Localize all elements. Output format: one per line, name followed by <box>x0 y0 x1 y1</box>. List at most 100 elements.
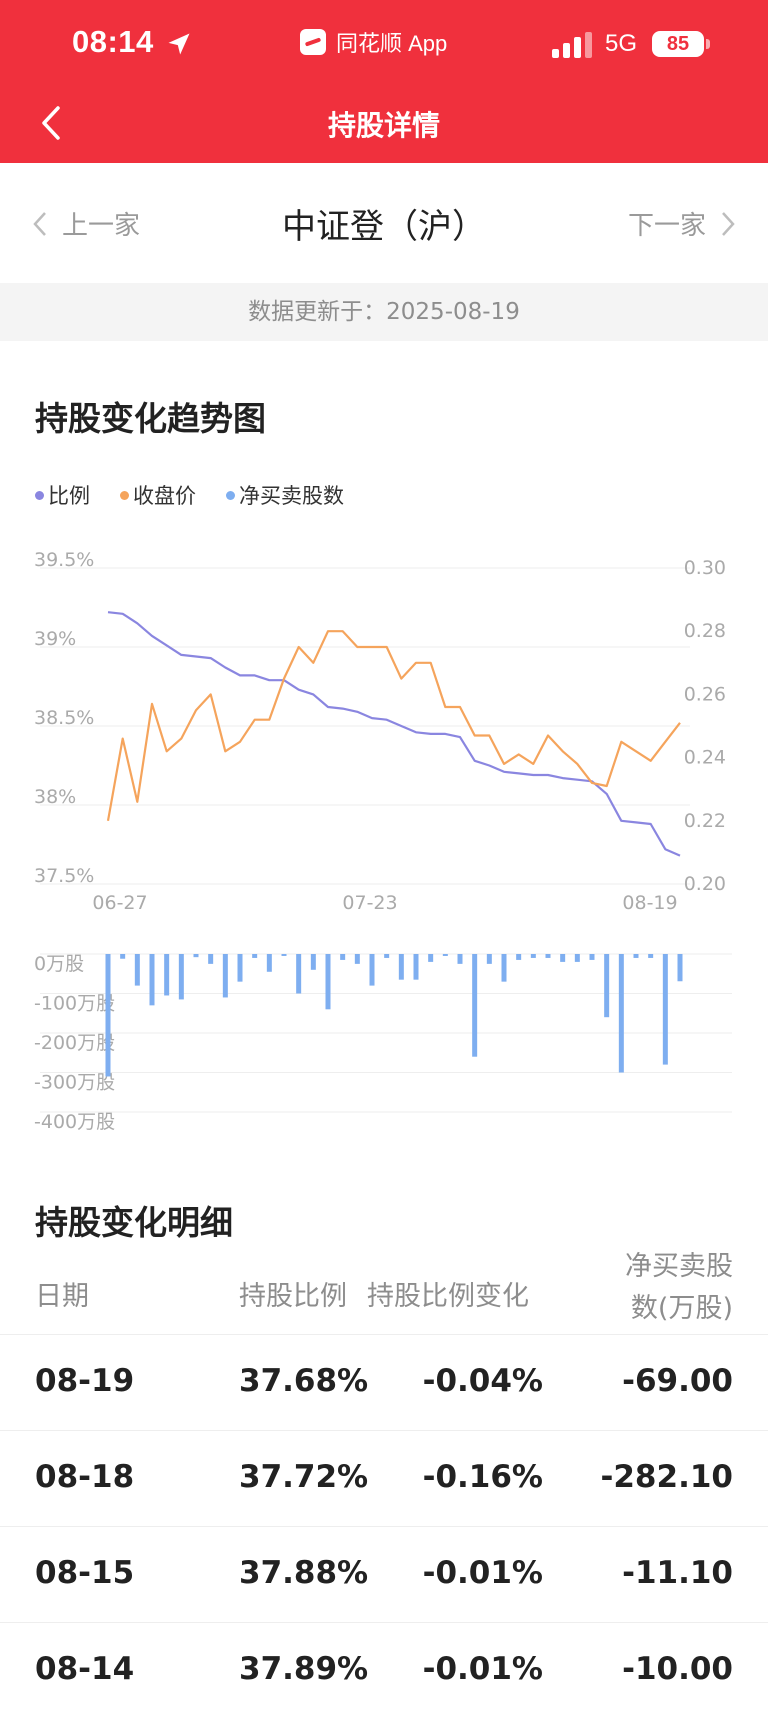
network-label: 5G <box>605 30 638 57</box>
battery-icon: 85 <box>652 31 704 57</box>
y-right-tick-label: 0.22 <box>684 810 726 832</box>
net-trade-bar <box>457 954 463 964</box>
y-left-tick-label: 37.5% <box>34 865 94 887</box>
row-net: -69.00 <box>622 1363 733 1399</box>
next-entity-label: 下一家 <box>627 211 706 241</box>
row-date: 08-19 <box>35 1363 135 1399</box>
net-trade-bar <box>105 954 111 1077</box>
net-trade-bar <box>193 954 199 958</box>
holding-detail-table: 日期 持股比例 持股比例变化 净买卖股 数(万股) 08-19 37.68% -… <box>0 1236 768 1687</box>
net-trade-bar <box>677 954 683 982</box>
net-trade-bar <box>574 954 580 962</box>
net-trade-bar <box>442 954 448 956</box>
bar-y-tick-label: -200万股 <box>34 1032 115 1054</box>
header-net: 净买卖股 数(万股) <box>573 1246 733 1330</box>
net-trade-bar <box>120 954 126 959</box>
net-trade-bar <box>501 954 507 982</box>
row-change: -0.01% <box>422 1555 543 1591</box>
entity-title: 中证登（沪） <box>282 207 486 247</box>
bar-y-tick-label: 0万股 <box>34 953 84 975</box>
bar-y-tick-label: -400万股 <box>34 1111 115 1133</box>
net-trade-bar <box>413 954 419 980</box>
legend-dot-net <box>226 490 235 500</box>
x-tick-label: 07-23 <box>342 892 397 914</box>
location-arrow-icon <box>168 33 190 55</box>
top-header: 08:14 同花顺 App 5G 85 持股详情 <box>0 0 768 163</box>
net-trade-bar <box>633 954 639 958</box>
header-ratio: 持股比例 <box>239 1281 347 1312</box>
page-title: 持股详情 <box>327 109 440 142</box>
chart-legend: 比例 收盘价 净买卖股数 <box>35 480 374 510</box>
ratio-series-line <box>107 611 681 857</box>
legend-item-close[interactable]: 收盘价 <box>120 480 196 510</box>
net-trade-bar <box>266 954 272 972</box>
prev-entity-label: 上一家 <box>62 211 141 241</box>
row-ratio: 37.72% <box>239 1459 369 1495</box>
y-left-tick-label: 39.5% <box>34 549 94 571</box>
chevron-right-icon <box>722 211 735 236</box>
net-trade-bar <box>589 954 595 960</box>
app-logo-icon <box>300 29 326 55</box>
net-trade-bar <box>648 954 654 958</box>
close-price-series-line <box>106 630 681 821</box>
net-trade-bar <box>530 954 536 958</box>
header-net-line2: 数(万股) <box>630 1293 733 1324</box>
net-trade-bar <box>178 954 184 1000</box>
net-trade-bar <box>560 954 566 962</box>
row-change: -0.01% <box>422 1651 543 1687</box>
signal-icon <box>552 32 592 58</box>
net-trade-bar <box>340 954 346 960</box>
legend-item-ratio[interactable]: 比例 <box>35 480 90 510</box>
legend-item-net[interactable]: 净买卖股数 <box>226 480 344 510</box>
detail-section-title: 持股变化明细 <box>35 1203 233 1242</box>
y-right-tick-label: 0.20 <box>684 873 726 895</box>
table-row[interactable]: 08-14 37.89% -0.01% -10.00 <box>0 1622 768 1719</box>
bar-y-tick-label: -300万股 <box>34 1072 115 1094</box>
y-right-tick-label: 0.28 <box>684 620 726 642</box>
next-entity-button[interactable]: 下一家 <box>628 205 736 242</box>
net-trade-bar <box>325 954 331 1010</box>
net-trade-bar <box>486 954 492 964</box>
legend-dot-ratio <box>35 490 44 500</box>
row-net: -10.00 <box>622 1651 733 1687</box>
chevron-left-icon <box>33 211 46 236</box>
row-ratio: 37.88% <box>239 1555 369 1591</box>
header-change: 持股比例变化 <box>367 1281 529 1312</box>
app-indicator[interactable]: 同花顺 App <box>300 26 447 58</box>
header-net-line1: 净买卖股 <box>625 1251 733 1282</box>
net-trade-bar <box>516 954 522 960</box>
bar-y-tick-label: -100万股 <box>34 993 115 1015</box>
net-trade-bar <box>545 954 551 958</box>
row-net: -282.10 <box>600 1459 734 1495</box>
net-trade-bar <box>164 954 170 996</box>
table-header: 日期 持股比例 持股比例变化 净买卖股 数(万股) <box>0 1236 768 1334</box>
row-date: 08-14 <box>35 1651 135 1687</box>
net-trade-bar <box>310 954 316 970</box>
table-row[interactable]: 08-15 37.88% -0.01% -11.10 <box>0 1526 768 1623</box>
net-trade-bar <box>208 954 214 964</box>
net-trade-bar <box>662 954 668 1065</box>
net-trade-bar <box>398 954 404 980</box>
status-time: 08:14 <box>72 24 154 59</box>
app-name: 同花顺 App <box>336 31 448 56</box>
y-right-tick-label: 0.30 <box>684 557 726 579</box>
table-row[interactable]: 08-19 37.68% -0.04% -69.00 <box>0 1334 768 1431</box>
back-arrow-icon[interactable] <box>34 100 74 146</box>
chart-section-title: 持股变化趋势图 <box>35 399 266 438</box>
prev-entity-button[interactable]: 上一家 <box>32 205 140 242</box>
table-row[interactable]: 08-18 37.72% -0.16% -282.10 <box>0 1430 768 1527</box>
x-tick-label: 08-19 <box>622 892 677 914</box>
data-update-bar: 数据更新于：2025-08-19 <box>0 283 768 341</box>
net-trade-bar <box>618 954 624 1073</box>
y-left-tick-label: 38.5% <box>34 707 94 729</box>
legend-label-close: 收盘价 <box>133 484 196 508</box>
legend-label-net: 净买卖股数 <box>239 484 344 508</box>
row-date: 08-18 <box>35 1459 135 1495</box>
row-date: 08-15 <box>35 1555 135 1591</box>
entity-nav: 上一家 中证登（沪） 下一家 <box>0 163 768 283</box>
holding-trend-chart[interactable]: 39.5% 39% 38.5% 38% 37.5% 0.30 0.28 0.26 0.24 0.2… <box>0 520 768 1140</box>
y-left-tick-label: 38% <box>34 786 76 808</box>
row-ratio: 37.89% <box>239 1651 369 1687</box>
row-change: -0.16% <box>422 1459 543 1495</box>
x-tick-label: 06-27 <box>92 892 147 914</box>
